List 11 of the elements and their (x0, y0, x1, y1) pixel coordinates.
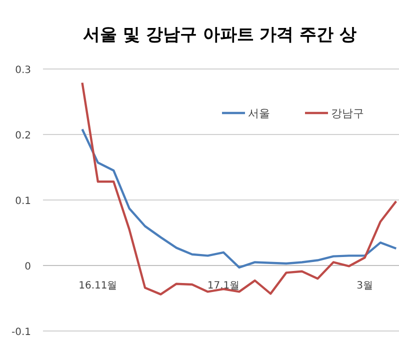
y-tick-label: 0.2 (15, 130, 31, 142)
title: 서울 및 강남구 아파트 가격 주간 상 (83, 25, 357, 45)
y-tick-label: 0.1 (15, 196, 31, 207)
x-tick-label: 17.1월 (207, 280, 240, 292)
x-tick-label: 16.11월 (78, 280, 118, 292)
y-tick-label: 0.3 (15, 65, 31, 76)
x-tick-label: 3월 (356, 280, 373, 292)
legend-label: 서울 (248, 107, 270, 120)
legend-label: 강남구 (331, 107, 364, 120)
y-tick-label: -0.1 (11, 327, 31, 338)
y-tick-label: 0 (24, 262, 31, 272)
